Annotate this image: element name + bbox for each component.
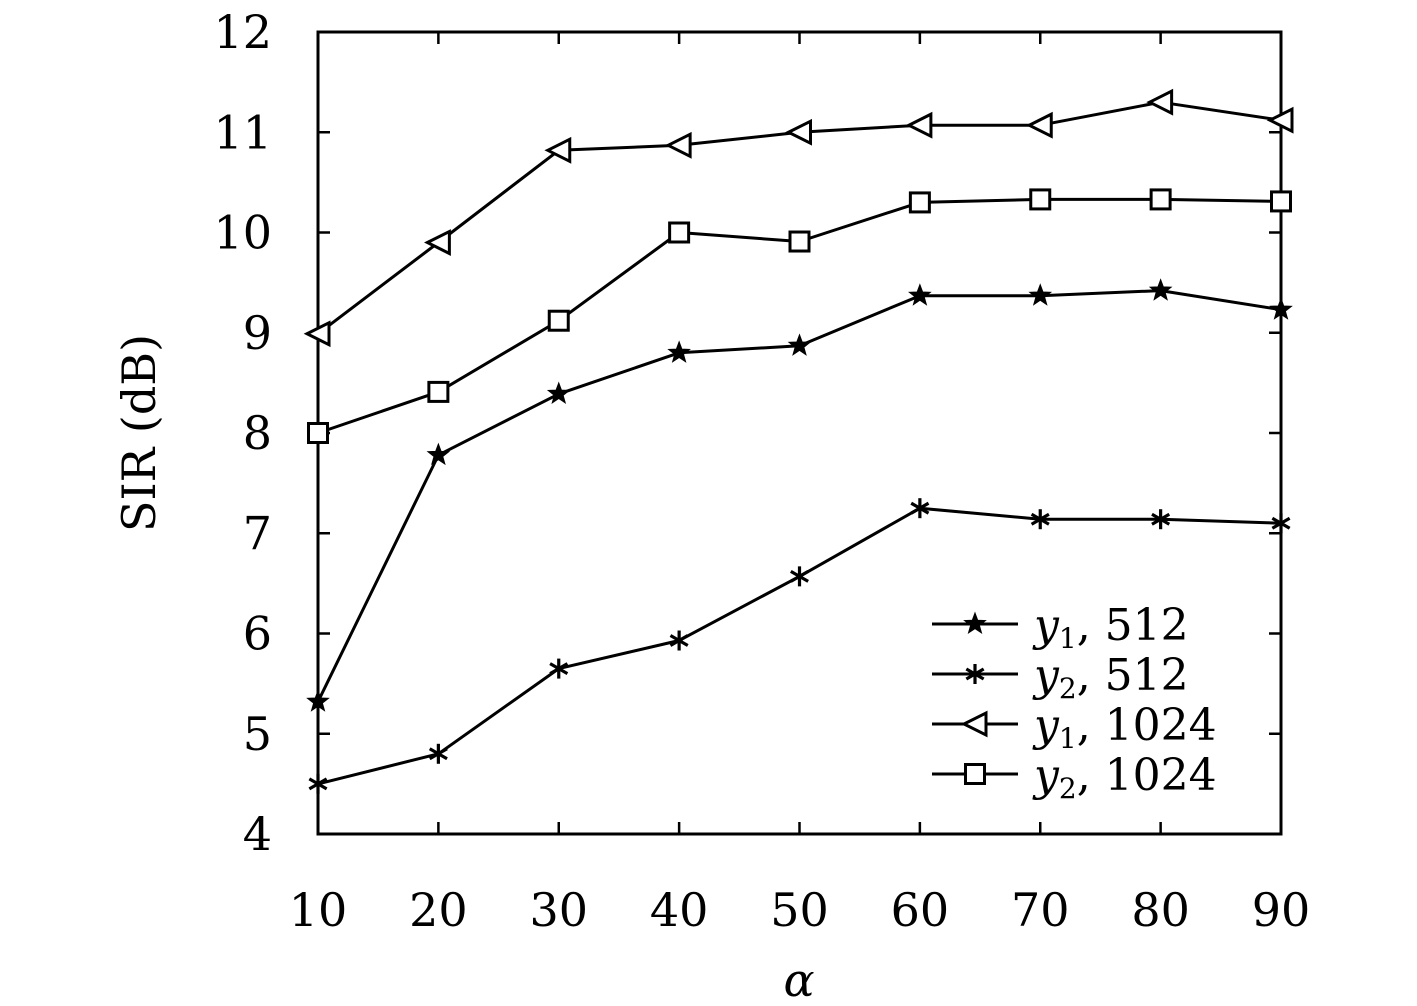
legend-entry: y1, 1024 [932, 700, 1217, 755]
data-point [1146, 88, 1174, 116]
series-4 [307, 188, 1292, 444]
x-tick-label: 10 [289, 883, 348, 937]
legend-marker [963, 611, 987, 635]
y-axis-label: SIR (dB) [112, 334, 166, 532]
data-point [668, 221, 691, 244]
x-tick-label: 30 [529, 883, 588, 937]
legend-entry: y2, 1024 [932, 750, 1217, 805]
y-tick-label: 7 [243, 506, 272, 560]
data-point [910, 498, 930, 519]
y-tick-label: 10 [213, 206, 272, 260]
legend-label: y1, 1024 [1032, 700, 1217, 755]
x-tick-label: 50 [770, 883, 829, 937]
y-tick-label: 11 [213, 105, 272, 159]
data-point [426, 442, 451, 466]
data-point [544, 136, 572, 164]
data-point [1025, 111, 1053, 139]
y-tick-label: 6 [243, 607, 272, 661]
series-3 [303, 88, 1294, 348]
x-axis-label: α [783, 953, 814, 1006]
data-point [1269, 297, 1293, 320]
y-tick-label: 4 [243, 807, 272, 861]
data-point [787, 333, 812, 356]
x-tick-label: 20 [409, 883, 468, 937]
series-2 [308, 498, 1291, 794]
data-point [547, 309, 570, 332]
data-point [306, 689, 330, 712]
data-point [664, 131, 692, 159]
x-tick-label: 40 [650, 883, 709, 937]
data-point [428, 743, 448, 764]
data-point [785, 118, 812, 146]
series-1 [306, 278, 1293, 712]
data-point [1271, 513, 1291, 534]
legend-entry: y2, 512 [932, 650, 1189, 705]
data-point [427, 380, 450, 403]
axis-ticks: 4 5 6 7 8 9 10 11 12 10 20 30 40 50 60 70 80 90 [213, 5, 1310, 937]
data-point [788, 230, 811, 253]
legend-label: y2, 512 [1032, 650, 1189, 705]
data-point [549, 658, 569, 679]
y-tick-label: 5 [243, 707, 272, 761]
data-point [1148, 278, 1173, 301]
data-point [908, 283, 932, 306]
data-point [546, 381, 571, 404]
data-point [790, 566, 809, 587]
data-point [1151, 509, 1171, 530]
data-point [1270, 190, 1292, 213]
data-point [908, 191, 931, 214]
x-tick-label: 70 [1011, 883, 1070, 937]
x-tick-label: 80 [1131, 883, 1190, 937]
data-point [308, 773, 328, 794]
data-point [905, 111, 933, 139]
legend-entry: y1, 512 [932, 600, 1189, 655]
data-point [667, 340, 691, 363]
legend-label: y2, 1024 [1032, 750, 1217, 805]
data-point [1029, 188, 1052, 211]
y-tick-label: 8 [243, 406, 272, 460]
data-point [303, 320, 331, 348]
data-point [1266, 106, 1294, 134]
y-tick-label: 9 [243, 306, 272, 360]
data-point [1028, 283, 1053, 306]
legend-marker [965, 664, 985, 684]
data-point [1030, 509, 1050, 530]
x-tick-label: 90 [1252, 883, 1311, 937]
y-tick-label: 12 [213, 5, 272, 59]
x-tick-label: 60 [891, 883, 950, 937]
data-point [669, 630, 689, 651]
data-point [1149, 188, 1172, 211]
legend-marker [964, 763, 986, 785]
series-layer [303, 88, 1294, 794]
data-point [424, 229, 451, 256]
legend-label: y1, 512 [1032, 600, 1189, 655]
data-point [307, 422, 329, 444]
legend-marker [960, 710, 988, 738]
